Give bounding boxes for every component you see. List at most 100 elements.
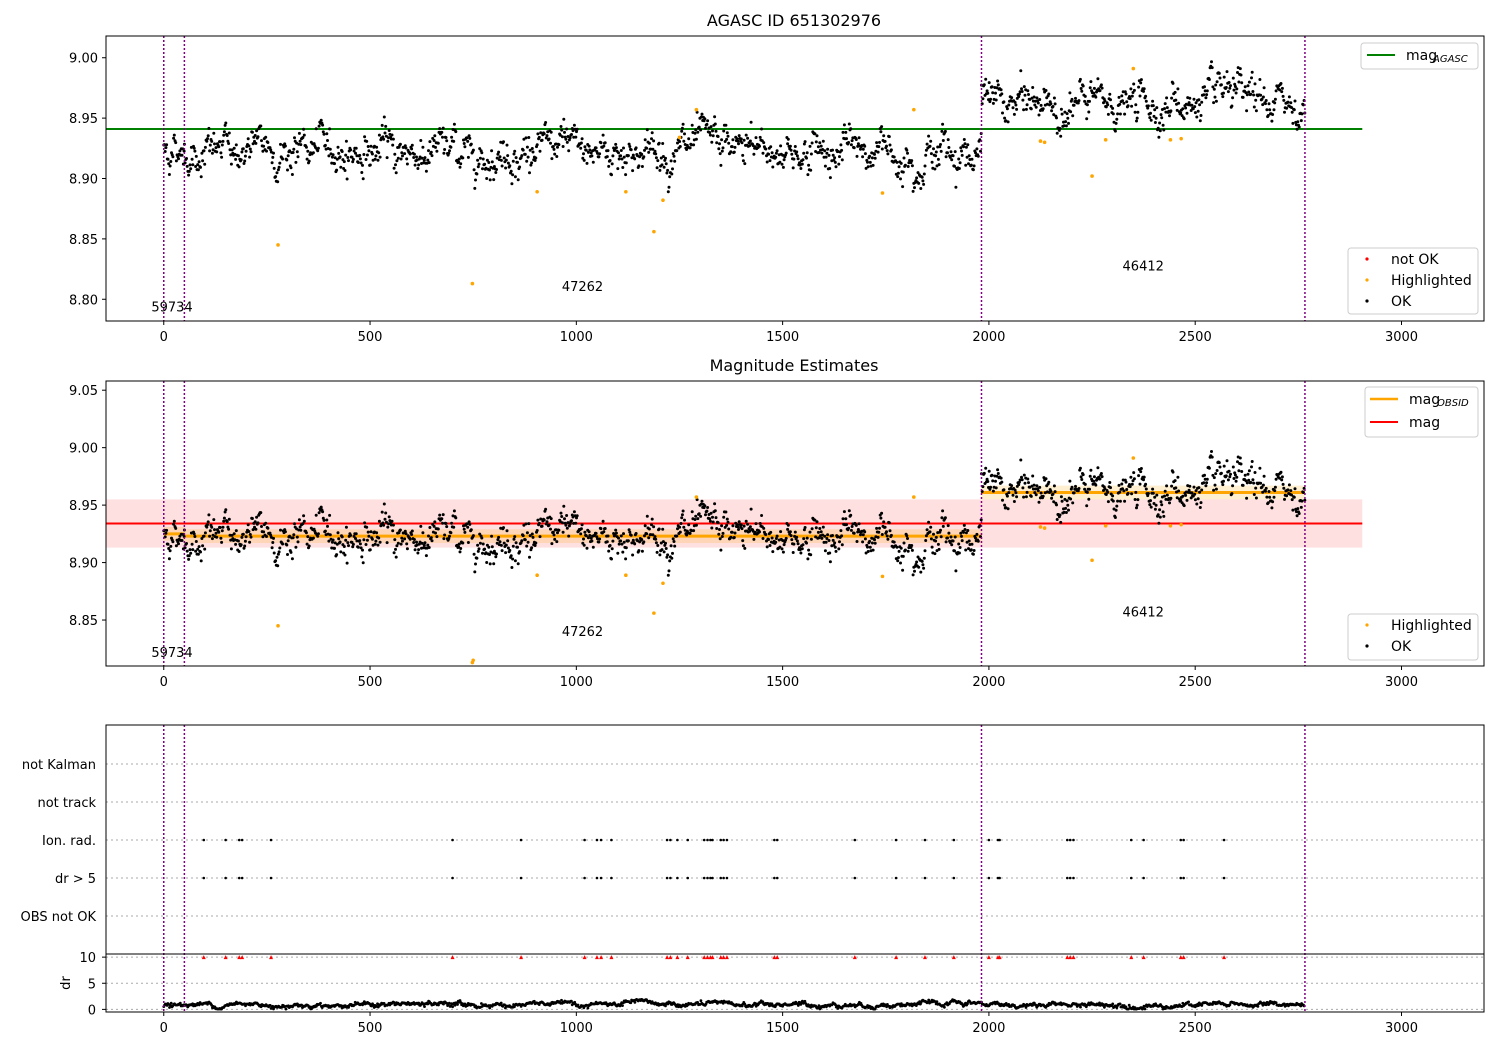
ok-point (778, 160, 782, 164)
ok-point (656, 544, 660, 547)
ok-point (676, 527, 679, 531)
ok-point (950, 158, 954, 162)
ok-point (902, 541, 906, 545)
ok-point (570, 133, 573, 136)
ok-point (347, 544, 350, 548)
y-tick-label: 8.90 (69, 173, 98, 188)
ok-point (338, 540, 342, 544)
ok-point (1245, 481, 1249, 485)
dr-point (447, 1001, 451, 1005)
highlighted-point (694, 107, 699, 112)
ok-point (1252, 105, 1256, 109)
ok-point (994, 91, 997, 95)
ok-point (664, 547, 668, 550)
ok-point (1251, 90, 1255, 93)
dr-clipped-marker (724, 955, 729, 960)
ok-point (741, 159, 745, 163)
ok-point (1192, 485, 1196, 489)
ok-point (954, 569, 958, 573)
ok-point (866, 545, 869, 549)
ok-point (196, 168, 200, 172)
ok-point (1106, 490, 1110, 494)
ok-point (1124, 480, 1128, 484)
ok-point (1185, 498, 1189, 502)
ok-point (768, 159, 772, 163)
ok-point (779, 144, 783, 148)
ok-point (206, 520, 210, 524)
ok-point (924, 539, 928, 542)
ok-point (1270, 506, 1274, 510)
ok-point (1106, 112, 1110, 116)
ok-point (251, 528, 255, 532)
ok-point (847, 141, 851, 144)
ok-point (427, 546, 431, 549)
legend2-highlighted-label: Highlighted (1391, 618, 1472, 634)
ok-point (285, 543, 289, 547)
ok-point (1267, 490, 1271, 493)
ok-point (291, 536, 295, 540)
ok-point (495, 168, 498, 171)
ok-point (946, 151, 949, 155)
ok-point (1037, 500, 1041, 504)
ok-point (654, 541, 658, 545)
ok-point (1173, 479, 1177, 483)
ok-point (583, 530, 587, 534)
ok-point (526, 540, 530, 544)
ok-point (249, 150, 253, 154)
ok-point (568, 136, 572, 140)
flag-point (987, 876, 991, 880)
flag-point (595, 838, 599, 842)
ok-point (671, 551, 674, 555)
ok-point (694, 514, 698, 518)
ok-point (1280, 86, 1284, 90)
ok-point (837, 547, 841, 551)
x-tick-label: 2000 (972, 330, 1005, 345)
ok-point (458, 165, 462, 169)
ok-point (540, 524, 544, 528)
highlighted-point (1042, 140, 1047, 145)
ok-point (957, 167, 961, 170)
ok-point (1250, 76, 1253, 80)
ok-point (278, 161, 282, 165)
ok-point (805, 536, 809, 540)
ok-point (1108, 481, 1112, 484)
ok-point (906, 537, 909, 540)
ok-point (509, 169, 513, 173)
ok-point (654, 537, 658, 541)
ok-point (1295, 127, 1299, 131)
ok-point (789, 148, 793, 152)
ok-point (1134, 103, 1138, 107)
ok-point (243, 154, 247, 158)
ok-point (832, 158, 836, 162)
ok-point (1081, 84, 1085, 88)
ok-point (699, 128, 703, 132)
ok-point (1010, 484, 1014, 488)
ok-point (551, 530, 555, 534)
ok-point (183, 546, 187, 550)
ok-point (774, 537, 778, 540)
ok-point (687, 523, 691, 527)
ok-point (412, 156, 416, 159)
ok-point (553, 152, 557, 156)
dr-clipped-marker (1141, 955, 1146, 960)
ok-point (1149, 118, 1153, 122)
ok-point (739, 137, 743, 141)
ok-point (516, 160, 519, 164)
ok-point (910, 159, 914, 163)
highlighted-point (1038, 525, 1043, 529)
ok-point (1164, 497, 1168, 501)
ok-point (511, 557, 515, 561)
ok-point (880, 147, 884, 151)
ok-point (174, 526, 178, 530)
ok-point (870, 541, 874, 545)
ok-point (1199, 501, 1203, 505)
ok-point (642, 540, 646, 544)
ok-point (316, 534, 320, 538)
ok-point (852, 531, 856, 535)
ok-point (516, 562, 520, 566)
ok-point (611, 539, 615, 543)
ok-point (1153, 495, 1157, 499)
ok-point (360, 171, 364, 174)
ok-point (224, 121, 228, 125)
